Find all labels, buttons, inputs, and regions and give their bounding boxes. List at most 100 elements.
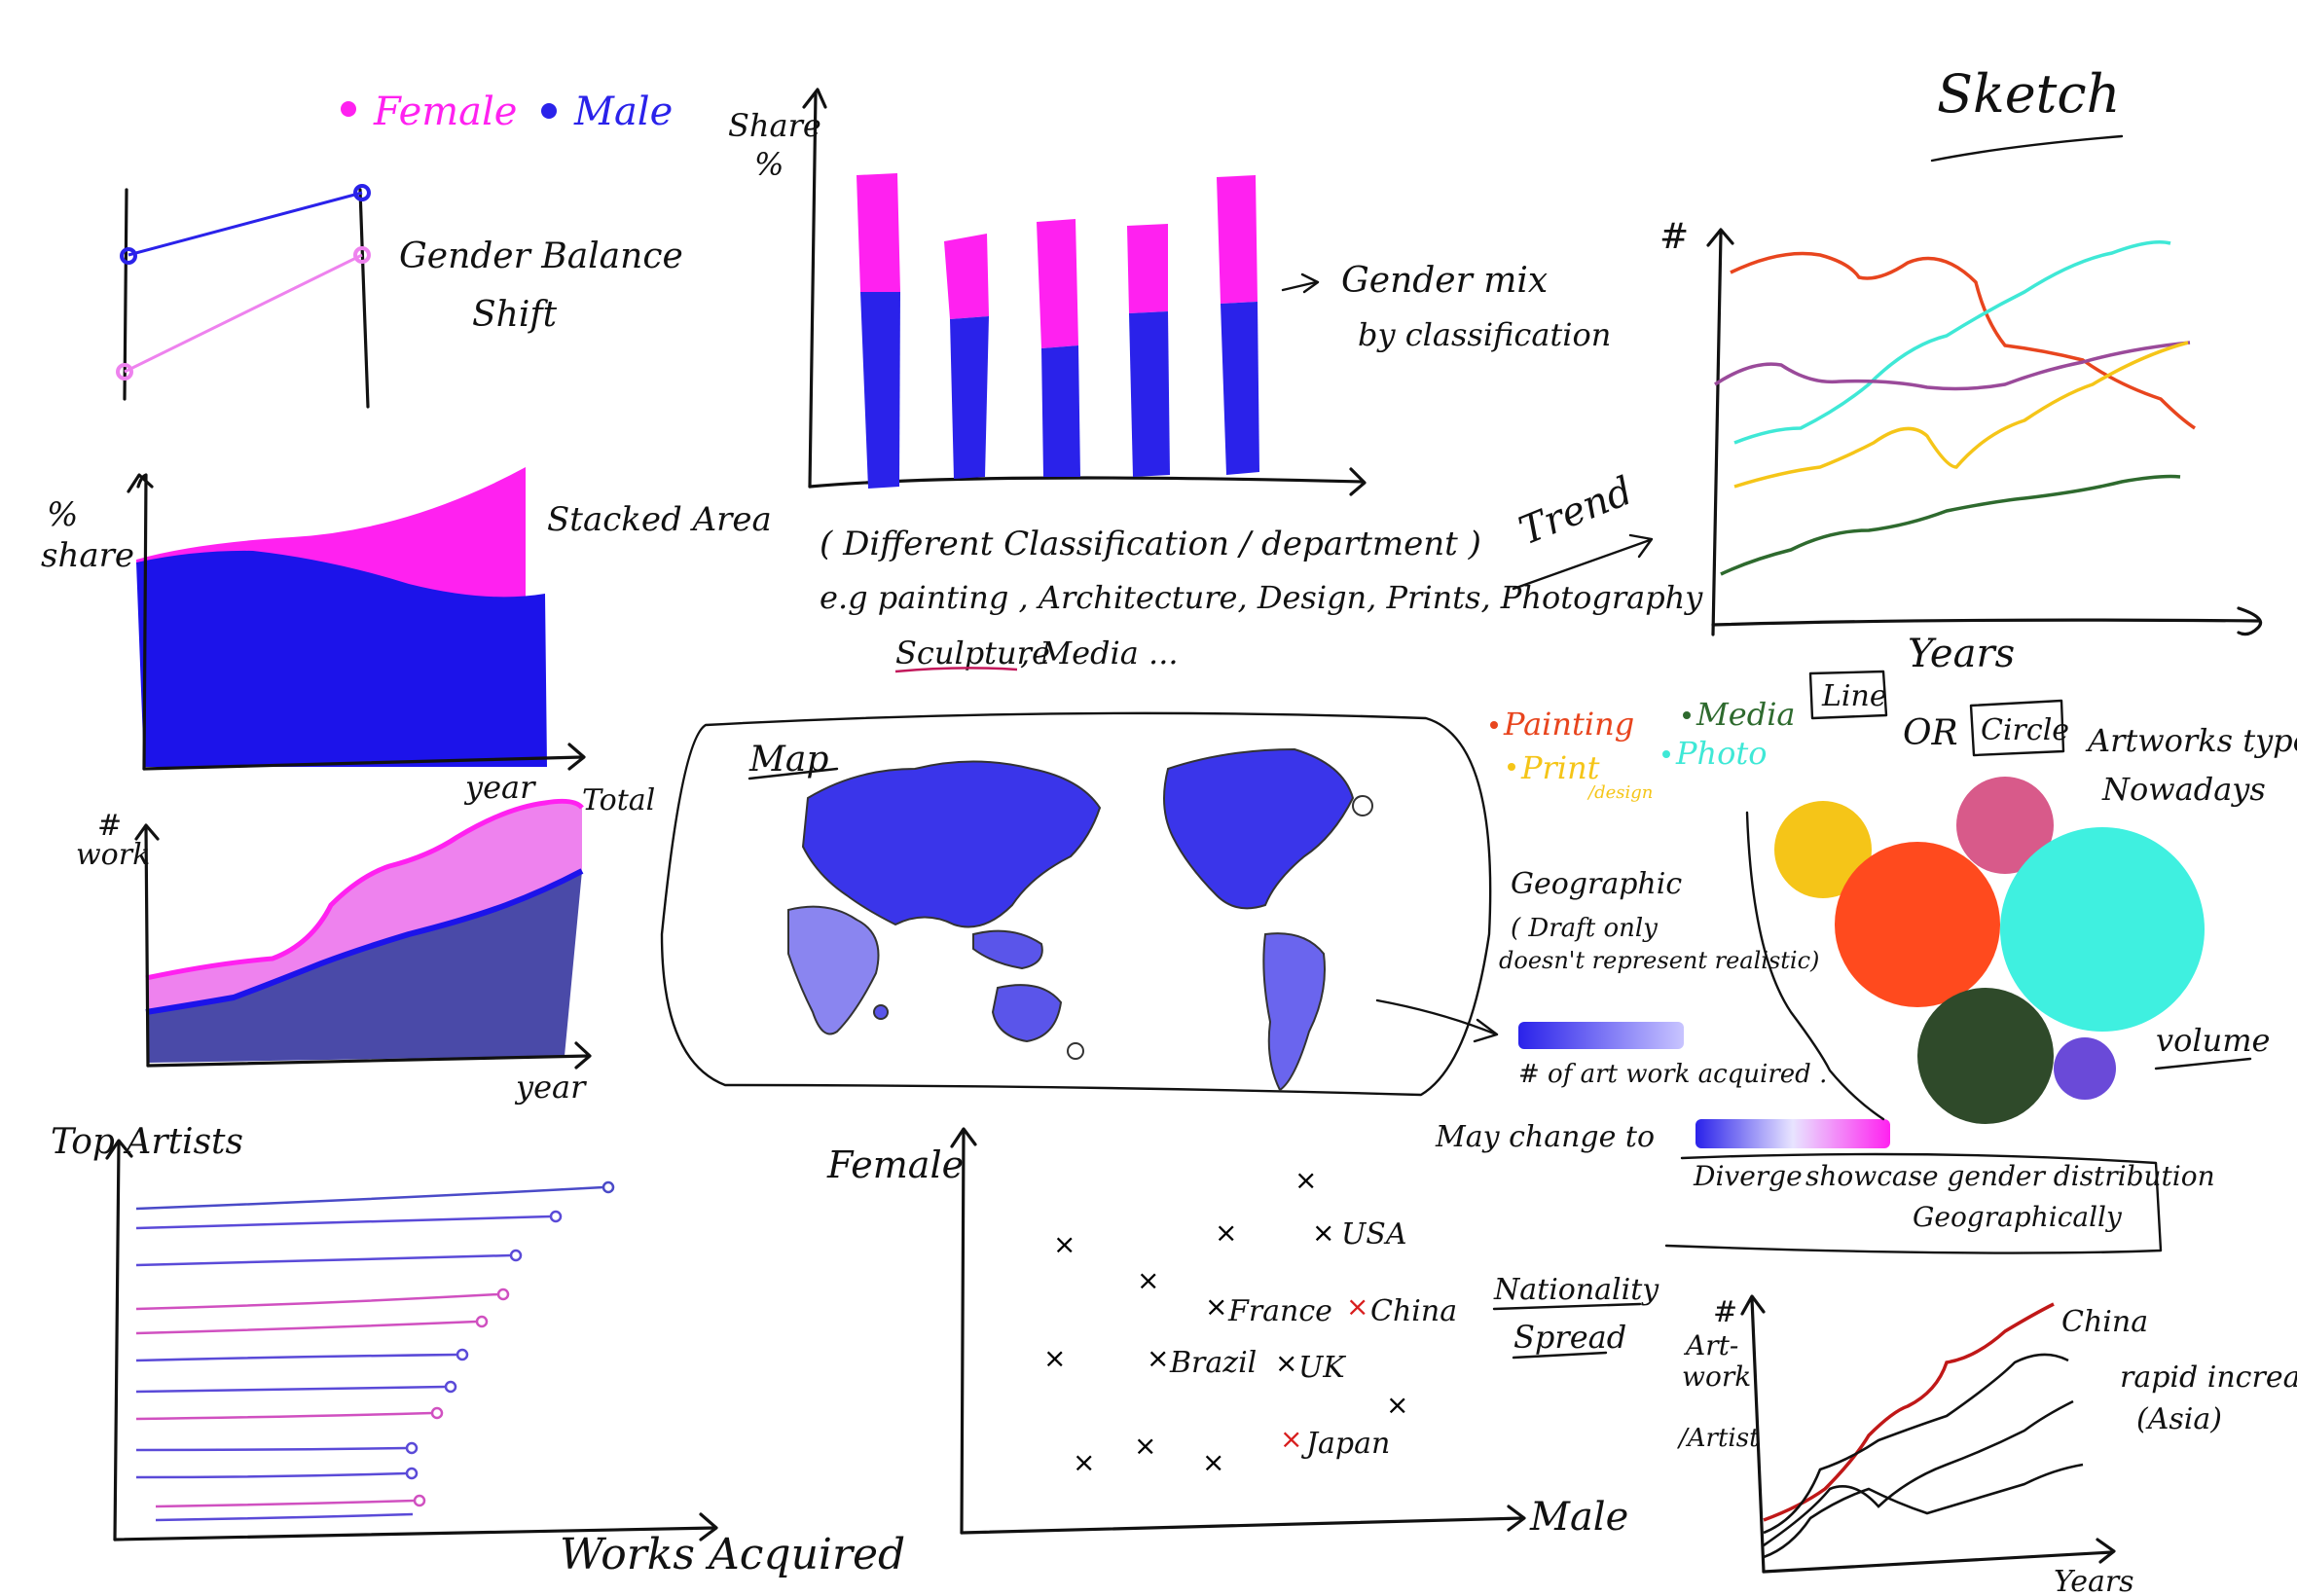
area-total-chart: # work year Total <box>76 783 655 1106</box>
bar-4-male <box>1129 311 1170 477</box>
top-artists-y-axis <box>113 1142 121 1542</box>
sketch-title: Sketch <box>1937 63 2120 125</box>
sketch-underline <box>1930 134 2124 163</box>
island-dot-1 <box>1352 795 1373 816</box>
bar-x-axis <box>808 476 1365 489</box>
scatter-x-arrow <box>1507 1505 1526 1532</box>
point-label-japan: Japan <box>1300 1427 1390 1461</box>
point-mark-france: × <box>1205 1290 1227 1323</box>
point-mark-9: × <box>1202 1446 1224 1478</box>
trend-ylabel: # <box>1659 217 1689 257</box>
bar-3 <box>1037 219 1080 477</box>
bar-2-female <box>944 234 989 319</box>
female-dot-icon <box>341 101 356 117</box>
map-arrow-head <box>1473 1018 1499 1043</box>
bar-3-female <box>1037 219 1078 348</box>
diverge-box <box>1664 1152 2163 1254</box>
total-male-edge <box>145 868 584 1015</box>
point-label-uk: UK <box>1298 1351 1346 1385</box>
artist-bar-1 <box>135 1185 604 1211</box>
total-female-area <box>146 801 582 1012</box>
north-america-shape <box>1163 747 1355 910</box>
scatter-ylabel: Female <box>826 1143 964 1186</box>
total-y-axis <box>144 825 150 1068</box>
artist-trend-ylabel-1: # <box>1713 1295 1737 1329</box>
stacked-ylabel-line2: share <box>41 536 134 575</box>
point-mark-usa: × <box>1312 1216 1334 1249</box>
artist-trend-note-line2: (Asia) <box>2136 1402 2222 1436</box>
bar-3-male <box>1041 345 1080 477</box>
top-artists-y-arrow <box>105 1139 133 1160</box>
map-scale-gradient <box>1518 1022 1684 1049</box>
artist-trend-line-2 <box>1763 1353 2069 1535</box>
point-mark-japan: × <box>1280 1423 1302 1455</box>
artist-trend-ylabel-4: /Artist <box>1676 1424 1760 1453</box>
trend-x-axis <box>1711 618 2260 627</box>
bar-note-sculpture: Sculpture <box>895 635 1050 671</box>
bar-label-line1: Gender mix <box>1341 261 1548 301</box>
slope-female-line <box>124 253 363 374</box>
showcase-line2: Geographically <box>1913 1201 2123 1233</box>
legend-print: Print <box>1520 749 1600 786</box>
artist-bar-11-end <box>413 1494 426 1507</box>
point-label-china: China <box>1370 1294 1457 1328</box>
total-xlabel: year <box>514 1069 587 1106</box>
legend-print-sub: /design <box>1586 782 1653 803</box>
bar-1-male <box>860 292 900 489</box>
bar-y-arrow <box>802 88 827 109</box>
slope-right-axis <box>358 188 370 409</box>
slope-male-start <box>120 247 137 265</box>
total-female-edge <box>145 798 584 981</box>
stacked-y-arrow <box>127 473 154 493</box>
bar-y-axis <box>808 91 818 489</box>
point-mark-brazil: × <box>1147 1342 1169 1374</box>
artist-bar-9 <box>135 1446 408 1452</box>
trend-line-purple <box>1714 341 2191 391</box>
artist-bar-11 <box>155 1499 416 1508</box>
point-label-france: France <box>1227 1294 1332 1328</box>
artworks-legend: Painting Media Print /design Photo <box>1490 696 1796 803</box>
point-mark-china: × <box>1346 1290 1368 1323</box>
total-x-arrow <box>574 1041 592 1070</box>
trend-line-yellow <box>1733 341 2189 489</box>
map-frame <box>660 711 1492 1097</box>
sketch-title-group: Sketch <box>1930 63 2124 163</box>
slope-female-start <box>116 363 133 381</box>
artist-bar-3 <box>135 1253 512 1267</box>
slope-left-axis <box>123 188 128 401</box>
artworks-title-line2: Nowadays <box>2101 771 2266 808</box>
point-mark-3: × <box>1053 1228 1076 1260</box>
print-dot-icon <box>1508 763 1515 771</box>
bar-5-male <box>1221 302 1259 475</box>
bar-5 <box>1217 175 1259 475</box>
trend-arrow-head <box>1628 533 1654 559</box>
trend-arrow-group: Trend <box>1512 468 1654 591</box>
bar-ylabel-line2: % <box>754 146 784 183</box>
bar-5-female <box>1217 175 1258 304</box>
top-artists-x-arrow <box>699 1512 718 1542</box>
bar-note-line1: ( Different Classification / department … <box>820 525 1481 563</box>
geo-line2: ( Draft only <box>1511 914 1658 943</box>
artist-bar-6-end <box>456 1348 469 1361</box>
asia-islands-shape <box>972 929 1043 970</box>
point-label-usa: USA <box>1341 1217 1407 1251</box>
artist-bar-8-end <box>430 1406 444 1420</box>
diverge-label: Diverge <box>1693 1160 1803 1192</box>
point-mark-6: × <box>1386 1389 1408 1421</box>
artist-bar-4-end <box>496 1288 510 1301</box>
total-ylabel-line2: work <box>76 838 150 872</box>
artist-trend-xlabel: Years <box>2054 1565 2134 1596</box>
top-artists-xlabel: Works Acquired <box>560 1530 905 1579</box>
legend-female: Female <box>373 90 517 134</box>
gender-legend: Female Male <box>341 90 673 134</box>
circle-box-label: Circle <box>1981 713 2069 747</box>
stacked-male-area <box>136 550 547 767</box>
sculpture-underline <box>894 667 1018 673</box>
bar-ylabel-line1: Share <box>728 107 821 144</box>
map-change-label: May change to <box>1435 1120 1655 1154</box>
legend-photo: Photo <box>1675 735 1768 772</box>
bubble-painting <box>1835 842 2000 1007</box>
africa-shape <box>787 905 880 1035</box>
trend-x-arrow <box>2237 606 2263 636</box>
